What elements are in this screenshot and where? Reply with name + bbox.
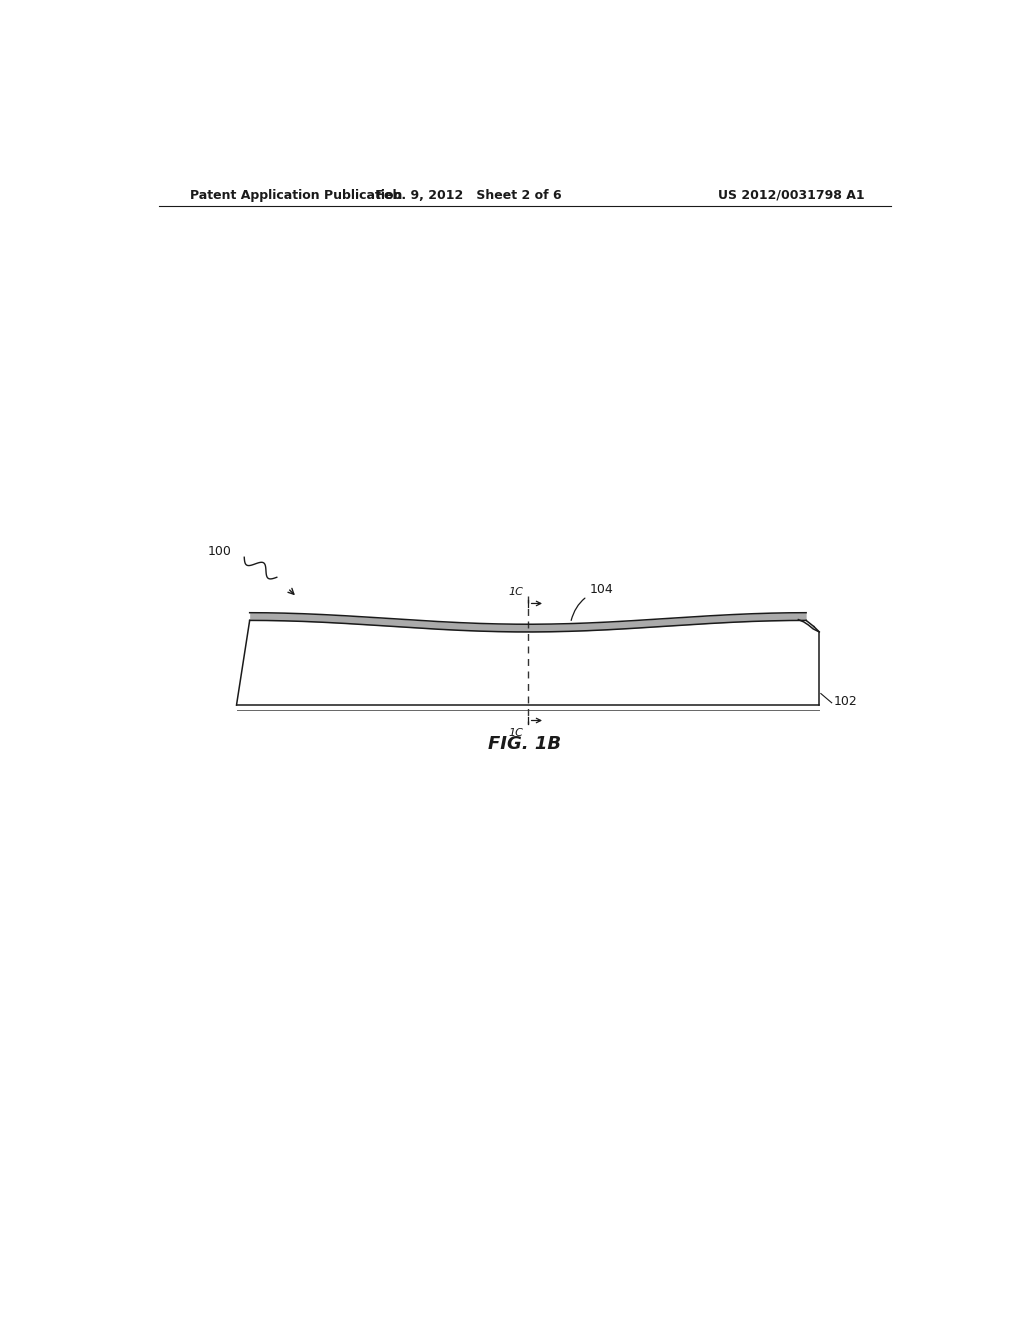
- Text: US 2012/0031798 A1: US 2012/0031798 A1: [718, 189, 864, 202]
- Text: 104: 104: [571, 583, 613, 620]
- Text: 1C: 1C: [508, 587, 523, 597]
- Text: Patent Application Publication: Patent Application Publication: [190, 189, 402, 202]
- Text: 102: 102: [834, 694, 857, 708]
- Text: 100: 100: [208, 545, 231, 557]
- Text: FIG. 1B: FIG. 1B: [488, 735, 561, 752]
- Text: 1C: 1C: [508, 729, 523, 738]
- Text: Feb. 9, 2012   Sheet 2 of 6: Feb. 9, 2012 Sheet 2 of 6: [376, 189, 562, 202]
